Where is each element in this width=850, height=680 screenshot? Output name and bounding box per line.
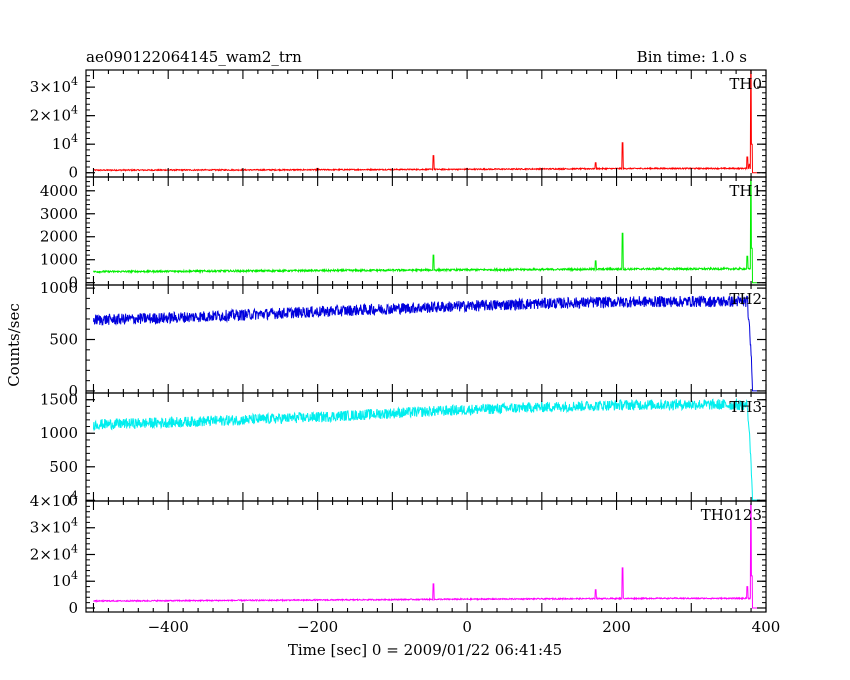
y-tick-label: 4000 xyxy=(40,182,78,200)
y-tick-label-exponent: 4 xyxy=(71,569,78,582)
y-tick-label: 3000 xyxy=(40,205,78,223)
y-tick-label: 2×104 xyxy=(30,542,78,563)
y-tick-label: 1500 xyxy=(40,391,78,409)
y-tick-label: 0 xyxy=(68,382,78,400)
y-tick-label: 0 xyxy=(68,274,78,292)
y-tick-label-exponent: 4 xyxy=(71,542,78,555)
panel-label-th0123: TH0123 xyxy=(701,506,762,524)
series-line-th0 xyxy=(93,70,760,174)
x-tick-label: 200 xyxy=(602,618,631,636)
panel-th0123: 0 104 2×104 3×104 4×104 TH0123 xyxy=(30,489,767,617)
y-tick-label: 4×104 xyxy=(30,489,78,510)
x-axis: −400 −200 0 200 400 xyxy=(148,618,781,636)
y-tick-label: 0 xyxy=(68,491,78,509)
x-axis-label: Time [sec] 0 = 2009/01/22 06:41:45 xyxy=(288,641,562,659)
y-tick-label-exponent: 4 xyxy=(71,516,78,529)
panel-label-th2: TH2 xyxy=(729,290,762,308)
y-tick-label: 0 xyxy=(68,164,78,182)
panel-label-th0: TH0 xyxy=(729,75,762,93)
y-tick-label: 0 xyxy=(68,599,78,617)
y-tick-label: 500 xyxy=(49,331,78,349)
x-tick-label: 0 xyxy=(462,618,472,636)
y-tick-label: 1000 xyxy=(40,424,78,442)
panel-label-th1: TH1 xyxy=(729,182,762,200)
y-tick-label: 500 xyxy=(49,458,78,476)
y-tick-label: 2000 xyxy=(40,228,78,246)
y-tick-label: 1000 xyxy=(40,279,78,297)
chart-title: ae090122064145_wam2_trn xyxy=(86,48,302,66)
y-tick-label: 104 xyxy=(52,569,78,590)
x-tick-label: −400 xyxy=(148,618,189,636)
y-tick-label: 2×104 xyxy=(30,104,78,125)
y-tick-label: 3×104 xyxy=(30,75,78,96)
y-tick-label: 1000 xyxy=(40,251,78,269)
x-tick-label: 400 xyxy=(752,618,781,636)
series-line-th0123 xyxy=(93,503,760,609)
bin-time-label: Bin time: 1.0 s xyxy=(637,48,747,66)
y-tick-label-exponent: 4 xyxy=(71,104,78,117)
panel-label-th3: TH3 xyxy=(729,398,762,416)
panel-th3: 0 500 1000 1500 TH3 xyxy=(40,391,767,509)
x-tick-label: −200 xyxy=(297,618,338,636)
y-tick-label: 104 xyxy=(52,132,78,153)
panel-th2: 0 500 1000 TH2 xyxy=(40,279,767,400)
series-line-th2 xyxy=(93,295,760,392)
y-axis-label: Counts/sec xyxy=(5,303,23,387)
series-line-th3 xyxy=(93,397,760,501)
panel-frame xyxy=(85,500,767,613)
series-line-th1 xyxy=(93,178,760,284)
y-tick-label-exponent: 4 xyxy=(71,75,78,88)
y-tick-label-exponent: 4 xyxy=(71,132,78,145)
y-tick-label-exponent: 4 xyxy=(71,489,78,502)
panel-th1: 0 1000 2000 3000 4000 TH1 xyxy=(40,176,767,292)
y-tick-label: 3×104 xyxy=(30,516,78,537)
panel-th0: 0 104 2×104 3×104 TH0 xyxy=(30,69,767,182)
panel-frame xyxy=(85,69,767,178)
